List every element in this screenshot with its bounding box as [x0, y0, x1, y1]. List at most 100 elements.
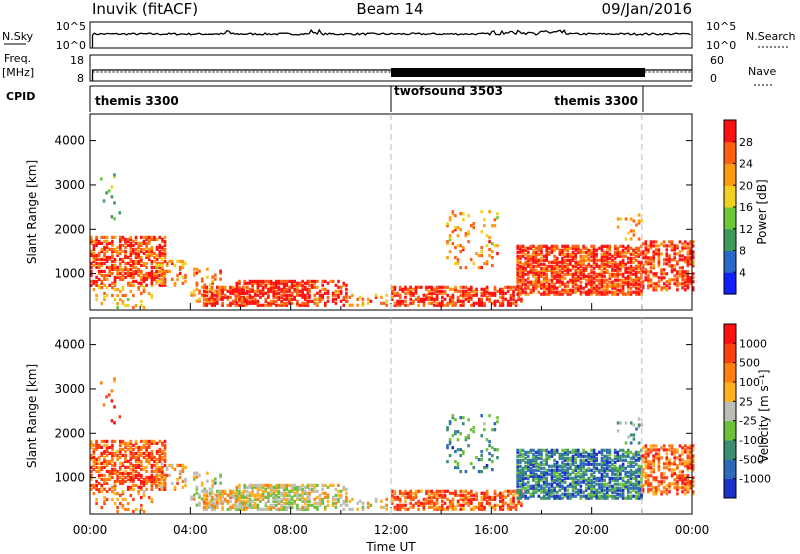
velocity-cell	[267, 485, 270, 489]
power-cell	[251, 295, 254, 299]
velocity-cell	[569, 482, 572, 486]
power-cell	[310, 299, 314, 303]
velocity-cell	[326, 493, 330, 497]
velocity-cell	[603, 494, 606, 498]
velocity-cell	[619, 466, 622, 470]
power-cell	[126, 243, 130, 247]
velocity-cell	[532, 456, 535, 460]
velocity-cell	[398, 489, 402, 493]
power-cell	[555, 244, 559, 248]
power-cell	[208, 295, 212, 299]
velocity-cell	[670, 472, 674, 476]
power-cell	[574, 248, 577, 252]
power-cell	[140, 263, 143, 267]
velocity-cell	[448, 440, 452, 444]
power-cell	[521, 270, 525, 274]
velocity-cell	[108, 471, 111, 475]
power-cell	[566, 264, 570, 268]
power-cell	[240, 303, 244, 307]
velocity-cell	[491, 460, 494, 464]
velocity-cell	[649, 462, 653, 466]
power-cell	[155, 279, 158, 283]
power-cell	[553, 268, 556, 272]
power-cell	[521, 276, 525, 280]
power-cell	[548, 250, 551, 254]
power-cell	[467, 214, 470, 218]
power-cell	[524, 282, 527, 286]
velocity-cell	[563, 476, 567, 480]
velocity-cell	[681, 476, 684, 480]
power-cell	[248, 301, 252, 305]
velocity-cell	[451, 434, 455, 438]
power-cell	[462, 295, 465, 299]
power-cell	[686, 264, 690, 268]
power-cell	[142, 241, 146, 245]
velocity-cell	[92, 463, 96, 467]
velocity-cell	[527, 462, 530, 466]
velocity-cell	[587, 466, 591, 470]
power-cell	[193, 271, 196, 275]
velocity-cell	[153, 463, 156, 467]
power-cell	[412, 291, 415, 295]
power-cell	[657, 280, 661, 284]
power-cell	[446, 293, 449, 297]
velocity-cell	[577, 454, 580, 458]
power-cell	[681, 270, 684, 274]
power-cell	[105, 255, 109, 259]
velocity-cell	[629, 474, 633, 478]
velocity-cell	[157, 473, 161, 477]
power-cell	[126, 281, 130, 285]
power-cell	[116, 305, 119, 310]
power-cell	[208, 289, 212, 293]
power-cell	[158, 277, 162, 281]
power-cell	[647, 256, 650, 260]
velocity-cell	[385, 507, 388, 511]
velocity-cell	[632, 494, 635, 498]
velocity-cell	[448, 438, 452, 442]
velocity-cell	[521, 492, 525, 496]
velocity-cell	[655, 452, 658, 456]
velocity-cell	[153, 439, 156, 443]
velocity-cell	[90, 477, 93, 481]
velocity-cell	[668, 468, 671, 472]
nsky-tick-bottom: 10^0	[56, 39, 86, 52]
velocity-cell	[524, 460, 527, 464]
velocity-cell	[142, 445, 146, 449]
power-cell	[606, 246, 609, 250]
power-cell	[577, 286, 580, 290]
power-cell	[566, 270, 570, 274]
power-cell	[140, 259, 143, 263]
velocity-cell	[608, 468, 612, 472]
power-cell	[448, 238, 452, 242]
velocity-cell	[647, 484, 650, 488]
power-cell	[116, 269, 119, 273]
velocity-cell	[629, 456, 633, 460]
velocity-cell	[527, 496, 530, 500]
velocity-cell	[417, 501, 420, 505]
velocity-cell	[587, 486, 591, 490]
power-cell	[561, 262, 564, 266]
power-cell	[150, 251, 154, 255]
power-cell	[493, 299, 497, 303]
power-cell	[243, 299, 246, 303]
power-cell	[277, 287, 281, 291]
power-cell	[579, 276, 583, 280]
power-cell	[272, 283, 275, 287]
velocity-cell	[520, 501, 523, 505]
power-cell	[584, 266, 588, 270]
velocity-cell	[145, 475, 148, 479]
velocity-cell	[308, 487, 311, 491]
velocity-cell	[427, 505, 431, 509]
power-cell	[178, 259, 182, 263]
velocity-cell	[100, 445, 104, 449]
velocity-cell	[686, 480, 690, 484]
power-cell	[577, 250, 580, 254]
power-cell	[644, 246, 648, 250]
power-cell	[398, 301, 402, 305]
velocity-cell	[550, 450, 554, 454]
velocity-cell	[237, 499, 240, 503]
velocity-cell	[272, 493, 275, 497]
power-cell	[443, 297, 447, 301]
velocity-cell	[673, 460, 676, 464]
velocity-cell	[140, 439, 143, 443]
